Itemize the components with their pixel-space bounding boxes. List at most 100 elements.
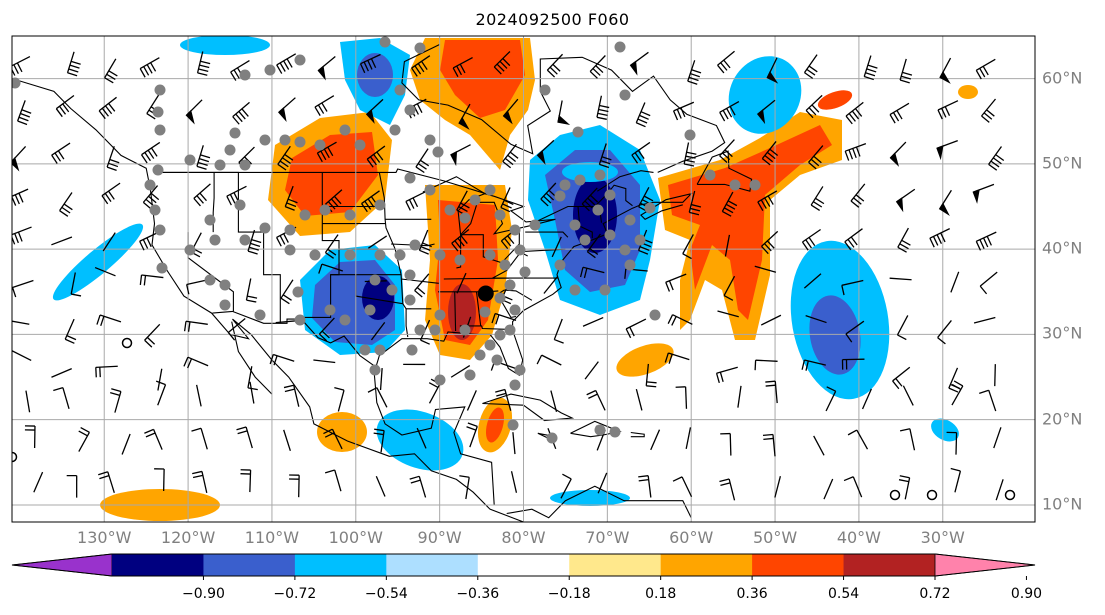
wind-barb	[598, 143, 612, 169]
colorbar-segment	[843, 554, 936, 576]
wind-barb	[278, 97, 296, 122]
observation-dot	[404, 172, 416, 184]
observation-dot	[154, 124, 166, 136]
map-title: 2024092500 F060	[475, 10, 630, 29]
observation-dot	[704, 169, 716, 181]
observation-dot	[152, 164, 164, 176]
state-line-in-il	[456, 234, 462, 269]
colorbar-upper-extend	[934, 553, 1036, 577]
wind-barb	[456, 272, 467, 294]
wind-barb	[101, 182, 121, 205]
observation-dot	[649, 309, 661, 321]
wind-barb	[359, 53, 381, 74]
wind-barb	[995, 479, 1004, 501]
observation-dot	[154, 84, 166, 96]
observation-dot	[484, 249, 496, 261]
wind-barb	[899, 58, 913, 84]
cuba-coastline	[482, 393, 575, 422]
wind-barb	[981, 98, 997, 123]
longitude-tick-label: 40°W	[836, 528, 881, 547]
wind-barb	[717, 50, 735, 74]
wind-barb	[951, 380, 964, 406]
wind-barb	[409, 475, 427, 498]
wind-barb	[863, 55, 878, 81]
observation-dot	[644, 202, 656, 214]
observation-dot	[572, 126, 584, 138]
wind-barb	[157, 368, 163, 391]
wind-barb	[236, 426, 253, 449]
observation-dot	[294, 54, 306, 66]
wind-barb	[192, 470, 208, 494]
wind-barb	[196, 145, 211, 170]
latitude-tick-label: 30°N	[1042, 323, 1083, 343]
observation-dot	[144, 179, 156, 191]
observation-dot	[434, 309, 446, 321]
observation-dot	[364, 304, 376, 316]
wind-barb	[889, 102, 910, 124]
observation-dot	[749, 179, 761, 191]
wind-barb	[803, 273, 822, 289]
wind-barb	[452, 56, 473, 78]
wind-barb	[500, 187, 514, 213]
observation-dot	[554, 259, 566, 271]
wind-barb	[553, 318, 564, 344]
wind-barb	[510, 471, 518, 493]
wind-barb	[183, 356, 209, 369]
observation-dot	[484, 339, 496, 351]
colorbar-tick-label: 0.36	[736, 586, 768, 602]
wind-barb	[466, 390, 477, 411]
longitude-tick-label: 90°W	[417, 528, 462, 547]
wind-barb	[946, 431, 958, 455]
observation-dot	[156, 262, 168, 274]
colorbar-tick-label: 0.18	[645, 586, 677, 602]
observation-dot	[219, 299, 231, 311]
wind-barb	[950, 467, 962, 493]
wind-barb	[638, 475, 652, 498]
wind-barb	[12, 188, 29, 208]
wind-barb	[196, 51, 211, 76]
observation-dot	[354, 139, 366, 151]
wind-barb	[975, 231, 997, 251]
wind-barb	[557, 100, 571, 125]
wind-barb	[275, 320, 298, 324]
wind-barb	[70, 272, 82, 297]
wind-barb	[899, 428, 916, 451]
observation-dot	[444, 204, 456, 216]
wind-barb	[98, 96, 117, 120]
wind-barb	[450, 365, 471, 378]
observation-dot	[149, 204, 161, 216]
wind-barb	[898, 475, 911, 500]
wind-barb	[847, 429, 869, 450]
observation-dot	[592, 204, 604, 216]
wind-barb	[12, 145, 27, 172]
wind-barb	[897, 227, 911, 253]
colorbar-segment	[294, 554, 387, 576]
puerto-rico-coastline	[630, 431, 645, 438]
observation-dot	[509, 304, 521, 316]
wind-barb	[269, 353, 295, 366]
colorbar-tick-label: −0.54	[364, 586, 408, 602]
wind-barb	[808, 145, 824, 170]
wind-barb	[139, 274, 164, 286]
observation-dot	[299, 209, 311, 221]
wind-barb	[459, 475, 470, 500]
wind-barb	[892, 366, 911, 390]
wind-barb	[994, 364, 996, 387]
observation-dot	[494, 292, 506, 304]
observation-dot	[284, 224, 296, 236]
colorbar-tick-label: −0.90	[181, 586, 225, 602]
wind-barb	[12, 279, 34, 298]
observation-dot	[214, 159, 226, 171]
wind-barb	[979, 271, 998, 295]
wind-barb	[843, 476, 863, 498]
wind-barb	[761, 141, 779, 166]
observation-dot	[484, 184, 496, 196]
observation-dot	[479, 306, 491, 318]
observation-dot	[599, 284, 611, 296]
pacific-coastline	[12, 78, 524, 522]
wind-barb	[280, 279, 294, 305]
wind-barb	[25, 390, 31, 413]
negative-anomaly-tropics	[931, 418, 959, 442]
observation-dot	[224, 144, 236, 156]
wind-barb	[12, 349, 32, 362]
